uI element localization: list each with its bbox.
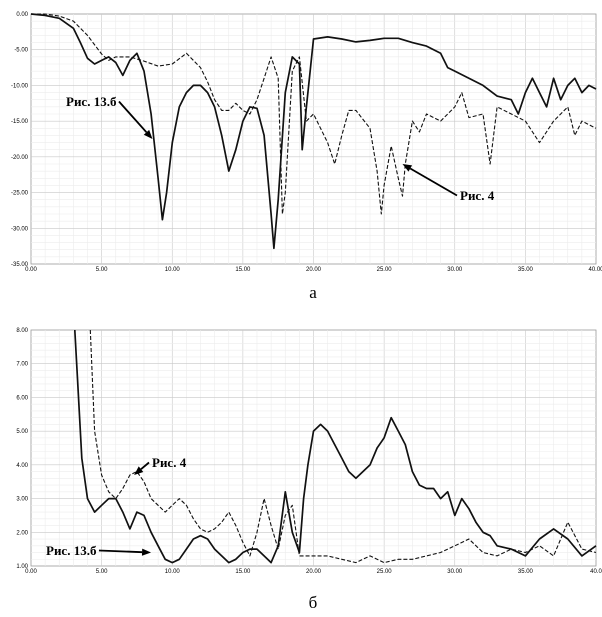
chart-a-series xyxy=(30,13,597,250)
y-tick-label: 5.00 xyxy=(16,429,28,435)
chart-a-x-ticks: 0.00 5.00 10.00 15.00 20.00 25.00 30.00 35.00 40… xyxy=(25,267,602,273)
x-tick-label: 10.00 xyxy=(165,569,181,575)
y-tick-label: -15.00 xyxy=(11,119,29,125)
x-tick-label: 40.0 xyxy=(590,569,602,575)
y-tick-label: 7.00 xyxy=(16,362,28,368)
series-line-solid xyxy=(73,329,597,564)
x-tick-label: 15.00 xyxy=(235,569,251,575)
x-tick-label: 30.00 xyxy=(447,267,463,273)
x-tick-label: 25.00 xyxy=(377,267,393,273)
x-tick-label: 0.00 xyxy=(25,569,37,575)
annotation-arrow xyxy=(118,100,148,133)
y-tick-label: -25.00 xyxy=(11,191,29,197)
y-tick-label: 1.00 xyxy=(16,564,28,570)
x-tick-label: 30.00 xyxy=(447,569,463,575)
y-tick-label: 6.00 xyxy=(16,395,28,401)
annotation-arrow xyxy=(140,461,150,470)
x-tick-label: 20.00 xyxy=(306,569,322,575)
y-tick-label: -10.00 xyxy=(11,83,29,89)
x-tick-label: 10.00 xyxy=(165,267,181,273)
y-tick-label: 8.00 xyxy=(16,328,28,334)
annotation-arrowhead xyxy=(134,466,144,475)
panel-label-a: а xyxy=(309,283,317,302)
chart-a-annotations: Рис. 13.б Рис. 4 xyxy=(66,94,495,203)
x-tick-label: 25.00 xyxy=(377,569,393,575)
series-line-dashed xyxy=(31,13,597,215)
chart-a: Рис. 13.б Рис. 4 0.00 5.00 10.00 15.00 20.00 2… xyxy=(11,12,602,302)
annotation-label: Рис. 13.б xyxy=(46,543,97,558)
chart-b-x-ticks: 0.00 5.00 10.00 15.00 20.00 25.00 30.00 35.00 40… xyxy=(25,569,602,575)
chart-a-grid xyxy=(31,14,596,264)
y-tick-label: 3.00 xyxy=(16,497,28,503)
x-tick-label: 5.00 xyxy=(96,267,108,273)
x-tick-label: 5.00 xyxy=(96,569,108,575)
y-tick-label: 4.00 xyxy=(16,463,28,469)
x-tick-label: 35.00 xyxy=(518,267,534,273)
x-tick-label: 15.00 xyxy=(235,267,251,273)
chart-b-grid xyxy=(31,330,596,566)
y-tick-label: -20.00 xyxy=(11,155,29,161)
y-tick-label: 0.00 xyxy=(16,12,28,18)
y-tick-label: -30.00 xyxy=(11,226,29,232)
y-tick-label: -35.00 xyxy=(11,262,29,268)
y-tick-label: -5.00 xyxy=(14,48,28,54)
annotation-arrow xyxy=(409,167,458,197)
chart-a-y-ticks: 0.00 -5.00 -10.00 -15.00 -20.00 -25.00 -30.00 -… xyxy=(11,12,29,268)
x-tick-label: 35.00 xyxy=(518,569,534,575)
x-tick-label: 0.00 xyxy=(25,267,37,273)
annotation-label: Рис. 4 xyxy=(152,455,187,470)
annotation-label: Рис. 4 xyxy=(460,188,495,203)
chart-b-series xyxy=(73,329,597,564)
annotation-arrowhead xyxy=(143,129,153,139)
chart-b: Рис. 4 Рис. 13.б 0.00 5.00 10.00 15.00 20.00 2… xyxy=(16,328,602,612)
series-line-dashed xyxy=(89,329,597,564)
x-tick-label: 20.00 xyxy=(306,267,322,273)
panel-label-b: б xyxy=(309,593,318,612)
annotation-arrowhead xyxy=(141,548,152,556)
x-tick-label: 40.00 xyxy=(588,267,602,273)
chart-b-annotations: Рис. 4 Рис. 13.б xyxy=(46,455,187,558)
annotation-arrow xyxy=(98,549,143,554)
annotation-arrowhead xyxy=(402,164,413,172)
series-line-solid xyxy=(30,13,597,250)
chart-b-y-ticks: 8.00 7.00 6.00 5.00 4.00 3.00 2.00 1.00 xyxy=(16,328,28,570)
y-tick-label: 2.00 xyxy=(16,530,28,536)
annotation-label: Рис. 13.б xyxy=(66,94,117,109)
